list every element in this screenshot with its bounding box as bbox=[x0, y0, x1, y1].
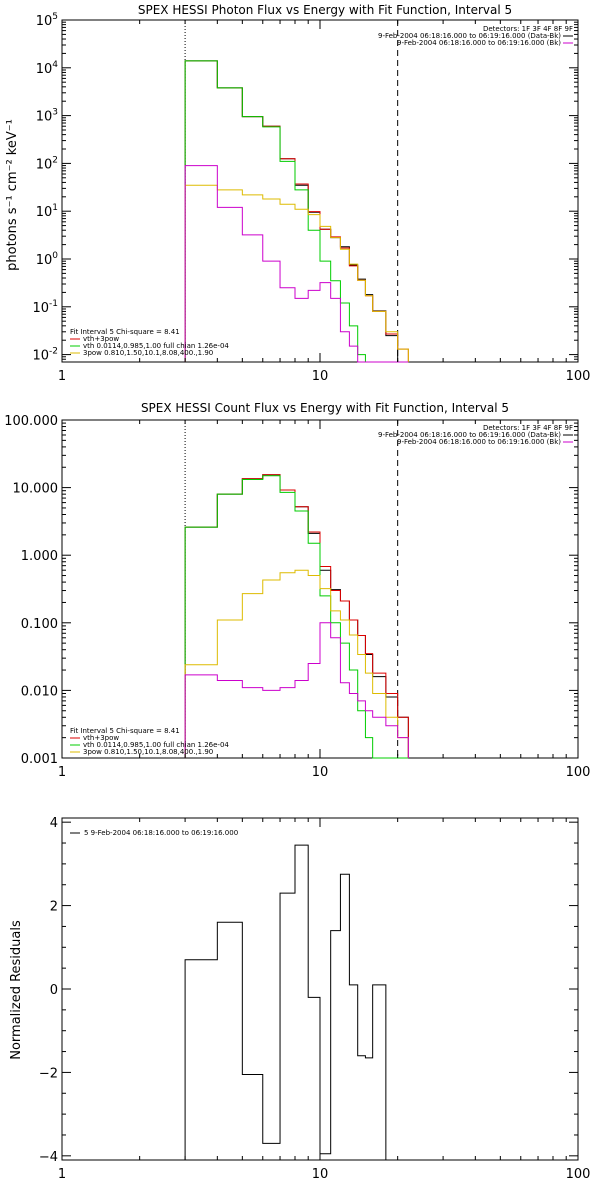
count-flux-series-4 bbox=[184, 622, 409, 758]
photon-flux-y-tick-label: 102 bbox=[36, 155, 58, 172]
photon-flux-series-group bbox=[184, 60, 409, 363]
count-flux-legend-bk: 9-Feb-2004 06:18:16.000 to 06:19:16.000 … bbox=[397, 438, 561, 446]
photon-flux-x-tick-label: 1 bbox=[58, 369, 66, 384]
count-flux-y-tick-label: 0.010 bbox=[21, 684, 58, 699]
count-flux-y-tick-label: 1.000 bbox=[21, 549, 58, 564]
count-flux-fit-header: Fit Interval 5 Chi-square = 8.41 bbox=[70, 727, 180, 735]
photon-flux-title: SPEX HESSI Photon Flux vs Energy with Fi… bbox=[138, 3, 512, 17]
residuals-series-0 bbox=[184, 844, 398, 1161]
photon-flux-legend-top-right: Detectors: 1F 3F 4F 8F 9F 9-Feb-2004 06:… bbox=[378, 25, 573, 47]
residuals-x-tick-label: 1 bbox=[58, 1167, 66, 1182]
photon-flux-y-ticks: 10-2 10-1 100 101 102 103 104 105 bbox=[32, 12, 578, 364]
photon-flux-y-tick-label: 105 bbox=[36, 12, 58, 29]
residuals-x-ticks: 1 10 100 bbox=[58, 818, 591, 1182]
photon-flux-series-3 bbox=[184, 184, 409, 362]
residuals-y-tick-label: −4 bbox=[39, 1150, 58, 1165]
photon-flux-panel: SPEX HESSI Photon Flux vs Energy with Fi… bbox=[5, 3, 590, 384]
count-flux-y-tick-label: 0.100 bbox=[21, 617, 58, 632]
count-flux-fit-3pow: 3pow 0.810,1.50,10.1,8.08,400.,1.90 bbox=[83, 748, 213, 756]
count-flux-legend-data-bk: 9-Feb-2004 06:18:16.000 to 06:19:16.000 … bbox=[378, 431, 561, 439]
count-flux-legend-top-right: Detectors: 1F 3F 4F 8F 9F 9-Feb-2004 06:… bbox=[378, 424, 573, 446]
photon-flux-y-tick-label: 100 bbox=[36, 251, 59, 268]
count-flux-series-1 bbox=[184, 474, 409, 758]
residuals-y-tick-label: 0 bbox=[50, 983, 58, 998]
count-flux-series-2 bbox=[184, 475, 409, 759]
residuals-y-tick-label: 4 bbox=[50, 816, 58, 831]
residuals-x-tick-label: 10 bbox=[312, 1167, 329, 1182]
photon-flux-y-tick-label: 10-2 bbox=[32, 347, 58, 364]
count-flux-series-3 bbox=[184, 569, 409, 758]
photon-flux-x-tick-label: 100 bbox=[566, 369, 591, 384]
count-flux-series-0 bbox=[184, 474, 409, 758]
residuals-y-ticks: −4 −2 0 2 4 bbox=[39, 816, 578, 1165]
count-flux-x-tick-label: 100 bbox=[566, 765, 591, 780]
photon-flux-x-tick-label: 10 bbox=[312, 369, 329, 384]
photon-flux-legend-bottom-left: Fit Interval 5 Chi-square = 8.41 vth+3po… bbox=[70, 328, 229, 357]
residuals-panel: Normalized Residuals 1 10 100 −4 −2 0 2 4 5 9-… bbox=[9, 816, 590, 1182]
photon-flux-y-tick-label: 10-1 bbox=[32, 299, 58, 316]
photon-flux-y-axis-title: photons s⁻¹ cm⁻² keV⁻¹ bbox=[5, 119, 20, 271]
count-flux-title: SPEX HESSI Count Flux vs Energy with Fit… bbox=[141, 401, 509, 415]
residuals-y-tick-label: −2 bbox=[39, 1066, 58, 1081]
residuals-legend-label: 5 9-Feb-2004 06:18:16.000 to 06:19:16.00… bbox=[84, 829, 238, 837]
count-flux-y-tick-label: 0.001 bbox=[21, 752, 58, 767]
residuals-y-axis-title: Normalized Residuals bbox=[9, 920, 24, 1060]
photon-flux-y-tick-label: 104 bbox=[36, 60, 59, 77]
photon-flux-legend-bk: 9-Feb-2004 06:18:16.000 to 06:19:16.000 … bbox=[397, 39, 561, 47]
count-flux-y-tick-label: 10.000 bbox=[13, 482, 59, 497]
residuals-y-tick-label: 2 bbox=[50, 900, 58, 915]
photon-flux-fit-total: vth+3pow bbox=[83, 335, 119, 343]
residuals-series-group bbox=[184, 844, 398, 1161]
count-flux-x-tick-label: 1 bbox=[58, 765, 66, 780]
count-flux-x-ticks: 1 10 100 bbox=[58, 420, 591, 780]
photon-flux-x-ticks: 1 10 100 bbox=[58, 20, 591, 384]
photon-flux-y-tick-label: 101 bbox=[36, 203, 58, 220]
photon-flux-series-4 bbox=[184, 165, 409, 363]
count-flux-series-group bbox=[184, 474, 409, 759]
photon-flux-series-0 bbox=[184, 60, 409, 363]
count-flux-fit-vth: vth 0.0114,0.985,1.00 full chian 1.26e-0… bbox=[83, 741, 229, 749]
photon-flux-fit-3pow: 3pow 0.810,1.50,10.1,8.08,400.,1.90 bbox=[83, 349, 213, 357]
photon-flux-detectors-label: Detectors: 1F 3F 4F 8F 9F bbox=[483, 25, 573, 33]
count-flux-y-tick-label: 100.000 bbox=[4, 414, 58, 429]
photon-flux-legend-data-bk: 9-Feb-2004 06:18:16.000 to 06:19:16.000 … bbox=[378, 32, 561, 40]
photon-flux-series-1 bbox=[184, 60, 409, 362]
count-flux-x-tick-label: 10 bbox=[312, 765, 329, 780]
count-flux-panel: SPEX HESSI Count Flux vs Energy with Fit… bbox=[4, 401, 590, 780]
photon-flux-series-2 bbox=[184, 60, 409, 363]
count-flux-fit-total: vth+3pow bbox=[83, 734, 119, 742]
residuals-legend: 5 9-Feb-2004 06:18:16.000 to 06:19:16.00… bbox=[70, 829, 238, 837]
residuals-x-tick-label: 100 bbox=[566, 1167, 591, 1182]
count-flux-legend-bottom-left: Fit Interval 5 Chi-square = 8.41 vth+3po… bbox=[70, 727, 229, 756]
photon-flux-y-tick-label: 103 bbox=[36, 108, 58, 125]
count-flux-y-ticks: 0.001 0.010 0.100 1.000 10.000 100.000 bbox=[4, 414, 578, 767]
count-flux-detectors-label: Detectors: 1F 3F 4F 8F 9F bbox=[483, 424, 573, 432]
photon-flux-fit-vth: vth 0.0114,0.985,1.00 full chian 1.26e-0… bbox=[83, 342, 229, 350]
photon-flux-fit-header: Fit Interval 5 Chi-square = 8.41 bbox=[70, 328, 180, 336]
photon-flux-plot-frame bbox=[61, 19, 579, 363]
